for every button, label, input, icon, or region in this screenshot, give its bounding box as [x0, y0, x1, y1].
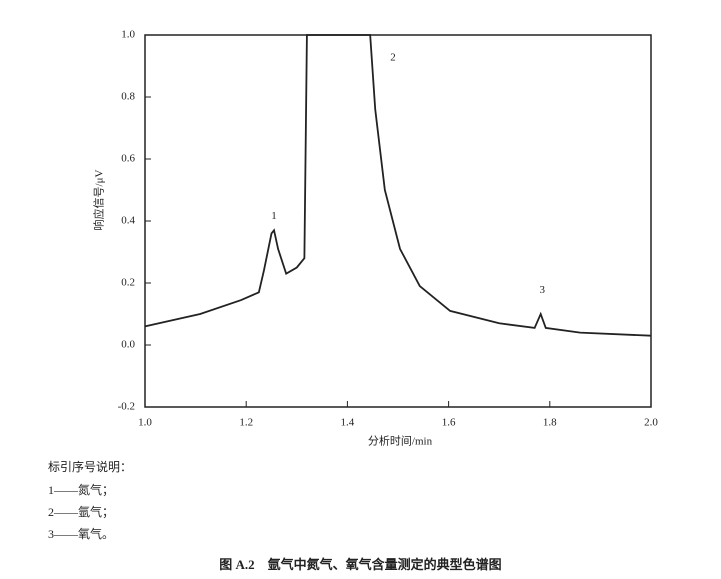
x-tick-label: 2.0 [644, 417, 658, 429]
note-item: 3——氧气。 [48, 527, 115, 541]
peak-label: 2 [390, 52, 396, 64]
x-tick-label: 1.0 [138, 417, 152, 429]
x-axis-label: 分析时间/min [368, 434, 433, 448]
peak-label: 3 [539, 284, 545, 296]
y-axis-label: 响应信号/μV [92, 169, 106, 230]
figure-caption: 图 A.2 氩气中氮气、氧气含量测定的典型色谱图 [219, 557, 502, 572]
note-item: 2——氩气； [48, 505, 115, 519]
y-tick-label: -0.2 [118, 401, 135, 413]
peak-label: 1 [271, 210, 277, 222]
y-tick-label: 0.0 [121, 339, 135, 351]
y-tick-label: 0.8 [121, 91, 135, 103]
x-tick-label: 1.4 [341, 417, 355, 429]
plot-frame [144, 34, 652, 408]
x-tick-label: 1.2 [239, 417, 253, 429]
x-tick-label: 1.6 [442, 417, 456, 429]
y-tick-label: 1.0 [121, 29, 135, 41]
x-tick-label: 1.8 [543, 417, 557, 429]
y-tick-label: 0.2 [121, 277, 135, 289]
y-tick-label: 0.4 [121, 215, 135, 227]
y-tick-label: 0.6 [121, 153, 135, 165]
chromatogram-line [144, 34, 652, 337]
note-item: 1——氮气； [48, 483, 115, 497]
notes-title: 标引序号说明： [48, 460, 133, 474]
